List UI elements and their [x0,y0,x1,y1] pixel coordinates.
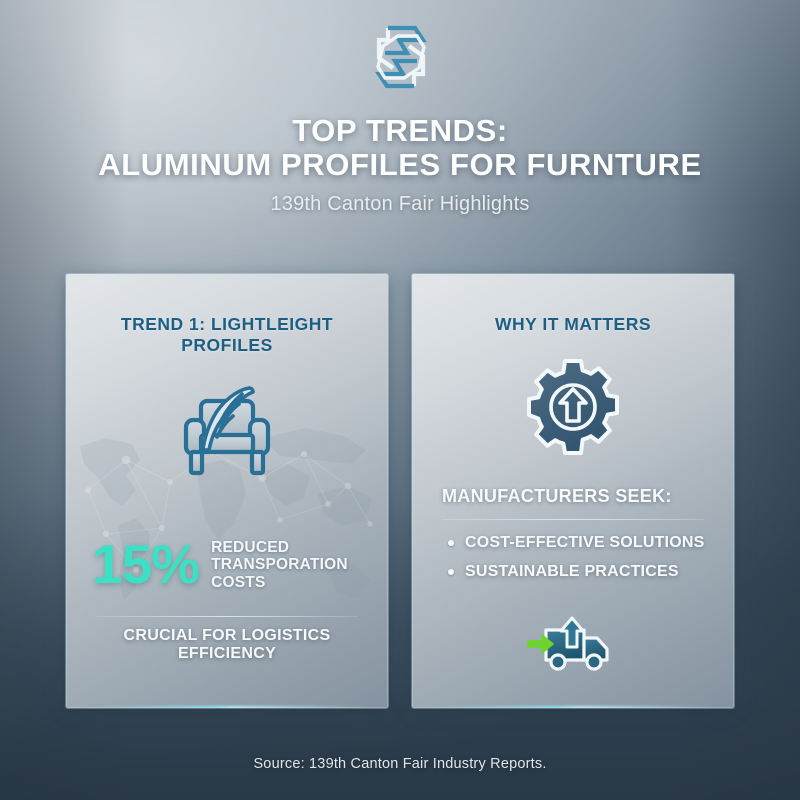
card-heading-why-it-matters: WHY IT MATTERS [494,314,652,334]
gear-up-arrow-icon [527,359,619,455]
stat-label: REDUCED TRANSPORATION COSTS [211,537,348,591]
list-item-label: COST-EFFECTIVE SOLUTIONS [465,534,705,551]
page-title-line-1: TOP TRENDS: [292,113,508,148]
gear-icon-wrap [438,357,708,457]
statistic-row: 15% REDUCED TRANSPORATION COSTS [92,532,362,595]
list-item: SUSTAINABLE PRACTICES [448,563,708,581]
armchair-feather-icon-wrap [92,378,362,482]
stat-footnote: CRUCIAL FOR LOGISTICS EFFICIENCY [123,627,331,662]
card-bottom-glow-right [431,706,715,708]
list-item-label: SUSTAINABLE PRACTICES [465,563,679,580]
stat-value-percentage: 15% [92,532,200,595]
stat-label-line-2: TRANSPORATION [211,556,348,574]
card-why-it-matters[interactable]: WHY IT MATTERS MANUFACTURERS SEEK: [412,274,734,708]
seek-divider [442,519,704,520]
card-heading-trend-1: TREND 1: LIGHTLEIGHT PROFILES [120,314,334,355]
manufacturers-seek-title: MANUFACTURERS SEEK: [442,486,672,506]
delivery-truck-icon [527,616,609,671]
armchair-feather-icon [183,386,271,476]
truck-icon-wrap [412,614,734,672]
hexagon-monogram-logo-icon [375,25,427,89]
cards-container: TREND 1: LIGHTLEIGHT PROFILES [66,274,734,708]
title-block: TOP TRENDS: ALUMINUM PROFILES FOR FURNTU… [0,113,800,216]
bullet-icon [448,540,454,546]
stat-label-line-1: REDUCED [211,539,290,556]
header: TOP TRENDS: ALUMINUM PROFILES FOR FURNTU… [0,0,800,240]
stat-label-line-3: COSTS [211,573,266,591]
card-bottom-glow-left [85,706,369,708]
bullet-icon [448,569,454,575]
page-subtitle: 139th Canton Fair Highlights [270,193,530,216]
manufacturers-seek-list: COST-EFFECTIVE SOLUTIONS SUSTAINABLE PRA… [448,534,708,592]
list-item: COST-EFFECTIVE SOLUTIONS [448,534,708,552]
page-title-line-2: ALUMINUM PROFILES FOR FURNTURE [98,147,702,183]
source-footer: Source: 139th Canton Fair Industry Repor… [253,756,547,772]
stat-divider [96,616,358,617]
brand-logo [355,20,445,92]
card-trend-1[interactable]: TREND 1: LIGHTLEIGHT PROFILES [66,274,388,708]
